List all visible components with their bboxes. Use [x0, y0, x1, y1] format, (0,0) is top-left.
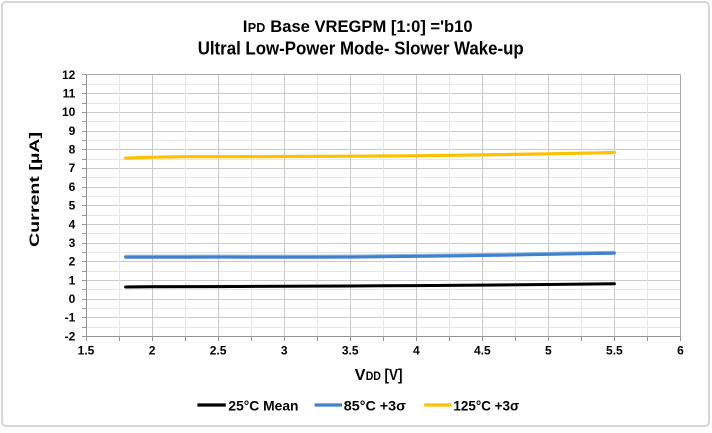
svg-text:5.5: 5.5 — [606, 344, 623, 358]
svg-text:DD: DD — [366, 369, 381, 383]
svg-text:1.5: 1.5 — [78, 344, 95, 358]
svg-text:PD: PD — [248, 20, 265, 35]
svg-text:11: 11 — [63, 87, 76, 101]
svg-text:Base VREGPM [1:0] ='b10: Base VREGPM [1:0] ='b10 — [270, 17, 472, 36]
svg-text:3.5: 3.5 — [342, 344, 359, 358]
svg-text:6: 6 — [677, 344, 684, 358]
svg-text:2: 2 — [69, 255, 76, 269]
svg-text:Current [µA]: Current [µA] — [26, 132, 42, 247]
svg-text:10: 10 — [62, 105, 76, 119]
svg-text:9: 9 — [69, 124, 76, 138]
svg-text:5: 5 — [545, 344, 552, 358]
svg-text:I: I — [243, 17, 248, 36]
svg-text:125°C +3σ: 125°C +3σ — [453, 397, 519, 413]
svg-text:2.5: 2.5 — [210, 344, 227, 358]
svg-text:-1: -1 — [65, 311, 76, 325]
svg-text:6: 6 — [69, 180, 76, 194]
svg-text:12: 12 — [62, 68, 76, 82]
svg-text:4: 4 — [69, 217, 76, 231]
svg-text:[V]: [V] — [385, 367, 403, 384]
svg-text:4: 4 — [413, 344, 420, 358]
svg-text:-2: -2 — [65, 329, 76, 343]
svg-text:7: 7 — [69, 161, 76, 175]
svg-text:4.5: 4.5 — [474, 344, 491, 358]
svg-text:25°C Mean: 25°C Mean — [228, 397, 298, 413]
svg-text:1: 1 — [69, 273, 76, 287]
svg-text:Ultral Low-Power Mode- Slower: Ultral Low-Power Mode- Slower Wake-up — [198, 39, 524, 59]
svg-text:3: 3 — [281, 344, 288, 358]
svg-text:8: 8 — [69, 143, 76, 157]
svg-text:3: 3 — [69, 236, 76, 250]
svg-text:85°C +3σ: 85°C +3σ — [344, 397, 407, 413]
svg-text:0: 0 — [69, 292, 76, 306]
svg-text:5: 5 — [69, 199, 76, 213]
svg-text:2: 2 — [149, 344, 156, 358]
svg-text:V: V — [355, 367, 366, 384]
